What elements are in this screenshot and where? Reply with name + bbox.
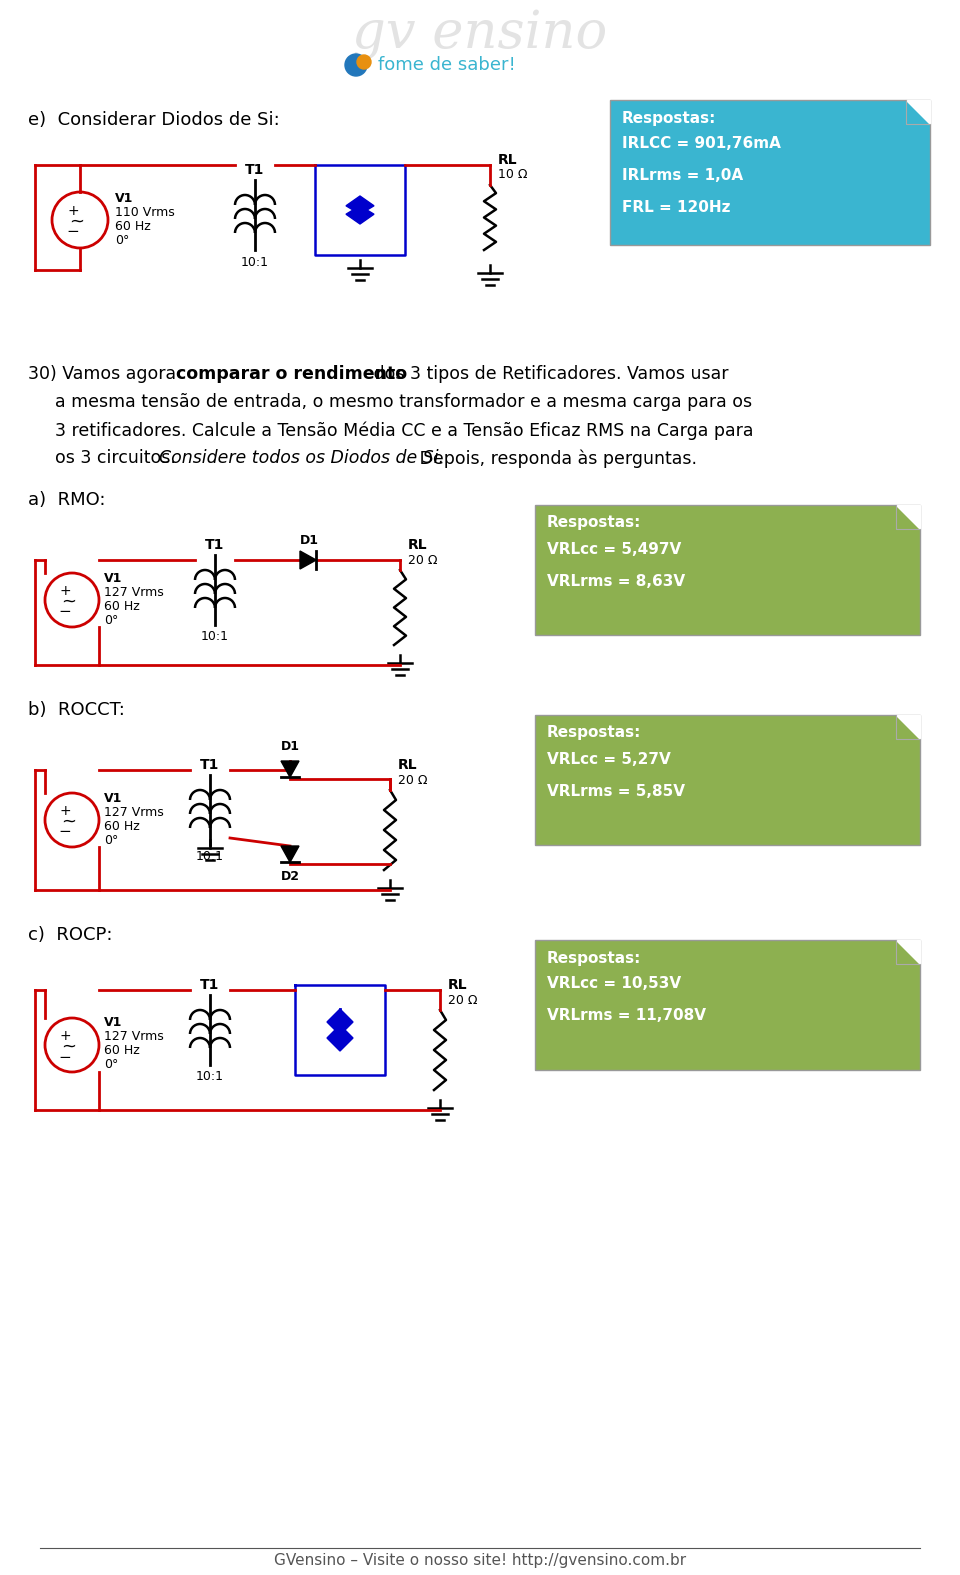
Text: 10:1: 10:1 xyxy=(241,255,269,268)
Text: VRLcc = 10,53V: VRLcc = 10,53V xyxy=(547,976,682,992)
Text: T1: T1 xyxy=(201,978,220,992)
Text: 10 Ω: 10 Ω xyxy=(498,169,527,181)
Text: 60 Hz: 60 Hz xyxy=(104,600,140,613)
Text: D1: D1 xyxy=(300,534,319,547)
Text: D2: D2 xyxy=(280,871,300,884)
Text: −: − xyxy=(66,225,80,239)
Text: T1: T1 xyxy=(205,539,225,551)
Text: −: − xyxy=(59,605,71,619)
Text: T1: T1 xyxy=(201,758,220,772)
Text: VRLcc = 5,497V: VRLcc = 5,497V xyxy=(547,542,682,556)
Text: 0°: 0° xyxy=(115,233,130,247)
Text: Considere todos os Diodos de Si.: Considere todos os Diodos de Si. xyxy=(159,449,444,468)
Text: 127 Vrms: 127 Vrms xyxy=(104,586,164,598)
Text: V1: V1 xyxy=(115,192,133,205)
Polygon shape xyxy=(896,506,920,529)
Text: ~: ~ xyxy=(61,594,77,611)
Text: 127 Vrms: 127 Vrms xyxy=(104,805,164,819)
Text: +: + xyxy=(67,205,79,217)
Text: RL: RL xyxy=(498,153,517,167)
Text: +: + xyxy=(60,1028,71,1043)
Polygon shape xyxy=(906,99,930,124)
Text: dos 3 tipos de Retificadores. Vamos usar: dos 3 tipos de Retificadores. Vamos usar xyxy=(368,365,729,383)
Text: Respostas:: Respostas: xyxy=(547,726,641,740)
Text: Respostas:: Respostas: xyxy=(622,110,716,126)
Polygon shape xyxy=(340,1010,353,1035)
Polygon shape xyxy=(346,195,360,214)
Text: 60 Hz: 60 Hz xyxy=(115,219,151,233)
Polygon shape xyxy=(360,195,374,214)
Text: c)  ROCP:: c) ROCP: xyxy=(28,926,112,943)
Text: Depois, responda às perguntas.: Depois, responda às perguntas. xyxy=(414,449,697,468)
Text: IRLCC = 901,76mA: IRLCC = 901,76mA xyxy=(622,137,780,151)
Text: a)  RMO:: a) RMO: xyxy=(28,491,106,509)
Text: VRLrms = 8,63V: VRLrms = 8,63V xyxy=(547,573,685,589)
Text: ~: ~ xyxy=(69,213,84,232)
Polygon shape xyxy=(896,940,920,964)
Text: Respostas:: Respostas: xyxy=(547,515,641,531)
Text: b)  ROCCT:: b) ROCCT: xyxy=(28,701,125,720)
FancyBboxPatch shape xyxy=(535,940,920,1069)
Polygon shape xyxy=(281,761,299,776)
Text: D1: D1 xyxy=(280,740,300,753)
Polygon shape xyxy=(327,1010,340,1035)
Text: 30) Vamos agora: 30) Vamos agora xyxy=(28,365,181,383)
Text: +: + xyxy=(60,584,71,599)
Text: GVensino – Visite o nosso site! http://gvensino.com.br: GVensino – Visite o nosso site! http://g… xyxy=(274,1553,686,1567)
Text: 10:1: 10:1 xyxy=(196,1071,224,1084)
Text: 60 Hz: 60 Hz xyxy=(104,819,140,833)
Circle shape xyxy=(345,54,367,76)
Polygon shape xyxy=(896,715,920,739)
Circle shape xyxy=(357,55,371,69)
Polygon shape xyxy=(360,206,374,224)
Text: RL: RL xyxy=(408,539,427,551)
Text: −: − xyxy=(59,824,71,839)
Text: V1: V1 xyxy=(104,1016,122,1030)
Text: 0°: 0° xyxy=(104,833,118,846)
Text: os 3 circuitos.: os 3 circuitos. xyxy=(55,449,181,468)
Text: 60 Hz: 60 Hz xyxy=(104,1044,140,1057)
Text: comparar o rendimento: comparar o rendimento xyxy=(176,365,407,383)
Text: V1: V1 xyxy=(104,792,122,805)
Text: −: − xyxy=(59,1049,71,1065)
Polygon shape xyxy=(327,1025,340,1051)
Text: 10:1: 10:1 xyxy=(196,850,224,863)
Text: ~: ~ xyxy=(61,813,77,832)
Text: 110 Vrms: 110 Vrms xyxy=(115,205,175,219)
Text: 20 Ω: 20 Ω xyxy=(408,553,438,567)
Polygon shape xyxy=(340,1025,353,1051)
FancyBboxPatch shape xyxy=(535,506,920,635)
Text: RL: RL xyxy=(398,758,418,772)
Polygon shape xyxy=(281,846,299,862)
Text: Respostas:: Respostas: xyxy=(547,950,641,965)
Text: ~: ~ xyxy=(61,1038,77,1055)
Text: FRL = 120Hz: FRL = 120Hz xyxy=(622,200,731,216)
Text: fome de saber!: fome de saber! xyxy=(378,57,516,74)
Text: 20 Ω: 20 Ω xyxy=(398,773,427,786)
FancyBboxPatch shape xyxy=(610,99,930,246)
Polygon shape xyxy=(346,206,360,224)
FancyBboxPatch shape xyxy=(535,715,920,846)
Text: +: + xyxy=(60,803,71,817)
Text: V1: V1 xyxy=(104,572,122,584)
Polygon shape xyxy=(300,551,316,569)
Text: 127 Vrms: 127 Vrms xyxy=(104,1030,164,1044)
Text: e)  Considerar Diodos de Si:: e) Considerar Diodos de Si: xyxy=(28,110,279,129)
Text: 3 retificadores. Calcule a Tensão Média CC e a Tensão Eficaz RMS na Carga para: 3 retificadores. Calcule a Tensão Média … xyxy=(55,421,754,439)
Text: RL: RL xyxy=(448,978,468,992)
Text: 10:1: 10:1 xyxy=(201,630,229,644)
Text: VRLrms = 11,708V: VRLrms = 11,708V xyxy=(547,1008,706,1024)
Text: a mesma tensão de entrada, o mesmo transformador e a mesma carga para os: a mesma tensão de entrada, o mesmo trans… xyxy=(55,394,752,411)
Text: 0°: 0° xyxy=(104,614,118,627)
Text: VRLcc = 5,27V: VRLcc = 5,27V xyxy=(547,751,671,767)
Text: gv ensino: gv ensino xyxy=(352,9,608,60)
Text: 0°: 0° xyxy=(104,1058,118,1071)
Text: VRLrms = 5,85V: VRLrms = 5,85V xyxy=(547,783,685,799)
Text: IRLrms = 1,0A: IRLrms = 1,0A xyxy=(622,169,743,184)
Text: T1: T1 xyxy=(246,162,265,176)
Text: 20 Ω: 20 Ω xyxy=(448,994,477,1006)
